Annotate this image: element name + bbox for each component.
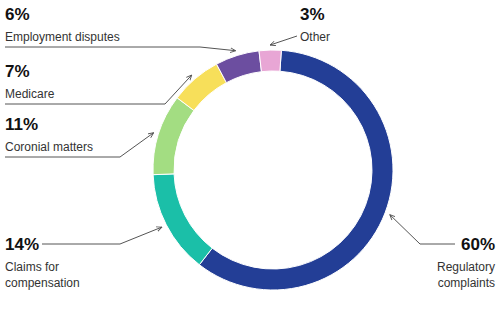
chart-container: 60% Regulatory complaints 14% Claims for comp…	[0, 0, 500, 320]
leader-line	[5, 133, 154, 157]
slice	[259, 50, 281, 72]
chart: 60% Regulatory complaints 14% Claims for comp…	[0, 0, 500, 320]
leader-line	[42, 227, 162, 244]
category-label: Claims for compensation	[5, 260, 80, 290]
category-label-line: compensation	[5, 276, 80, 290]
value-label: 3%	[300, 5, 325, 24]
category-label: Regulatory complaints	[437, 260, 495, 290]
value-label: 60%	[461, 235, 495, 254]
value-label: 14%	[5, 235, 39, 254]
leader-line	[270, 36, 297, 45]
category-label-line: Regulatory	[437, 260, 495, 274]
slice	[153, 98, 194, 175]
value-label: 7%	[5, 62, 30, 81]
category-label: Employment disputes	[5, 30, 120, 44]
slice	[199, 50, 393, 290]
category-label-line: Claims for	[5, 260, 59, 274]
category-label: Medicare	[5, 87, 55, 101]
category-label-line: complaints	[438, 276, 495, 290]
category-label: Coronial matters	[5, 140, 93, 154]
value-label: 11%	[5, 115, 38, 134]
category-label: Other	[300, 30, 330, 44]
slice	[217, 51, 262, 83]
slice	[153, 174, 212, 265]
leader-line	[5, 75, 192, 104]
slices	[153, 50, 393, 290]
slice	[177, 64, 226, 110]
leader-line	[5, 47, 236, 51]
value-label: 6%	[5, 5, 30, 24]
leader-line	[390, 215, 455, 244]
labels: 60% Regulatory complaints 14% Claims for comp…	[5, 5, 495, 290]
